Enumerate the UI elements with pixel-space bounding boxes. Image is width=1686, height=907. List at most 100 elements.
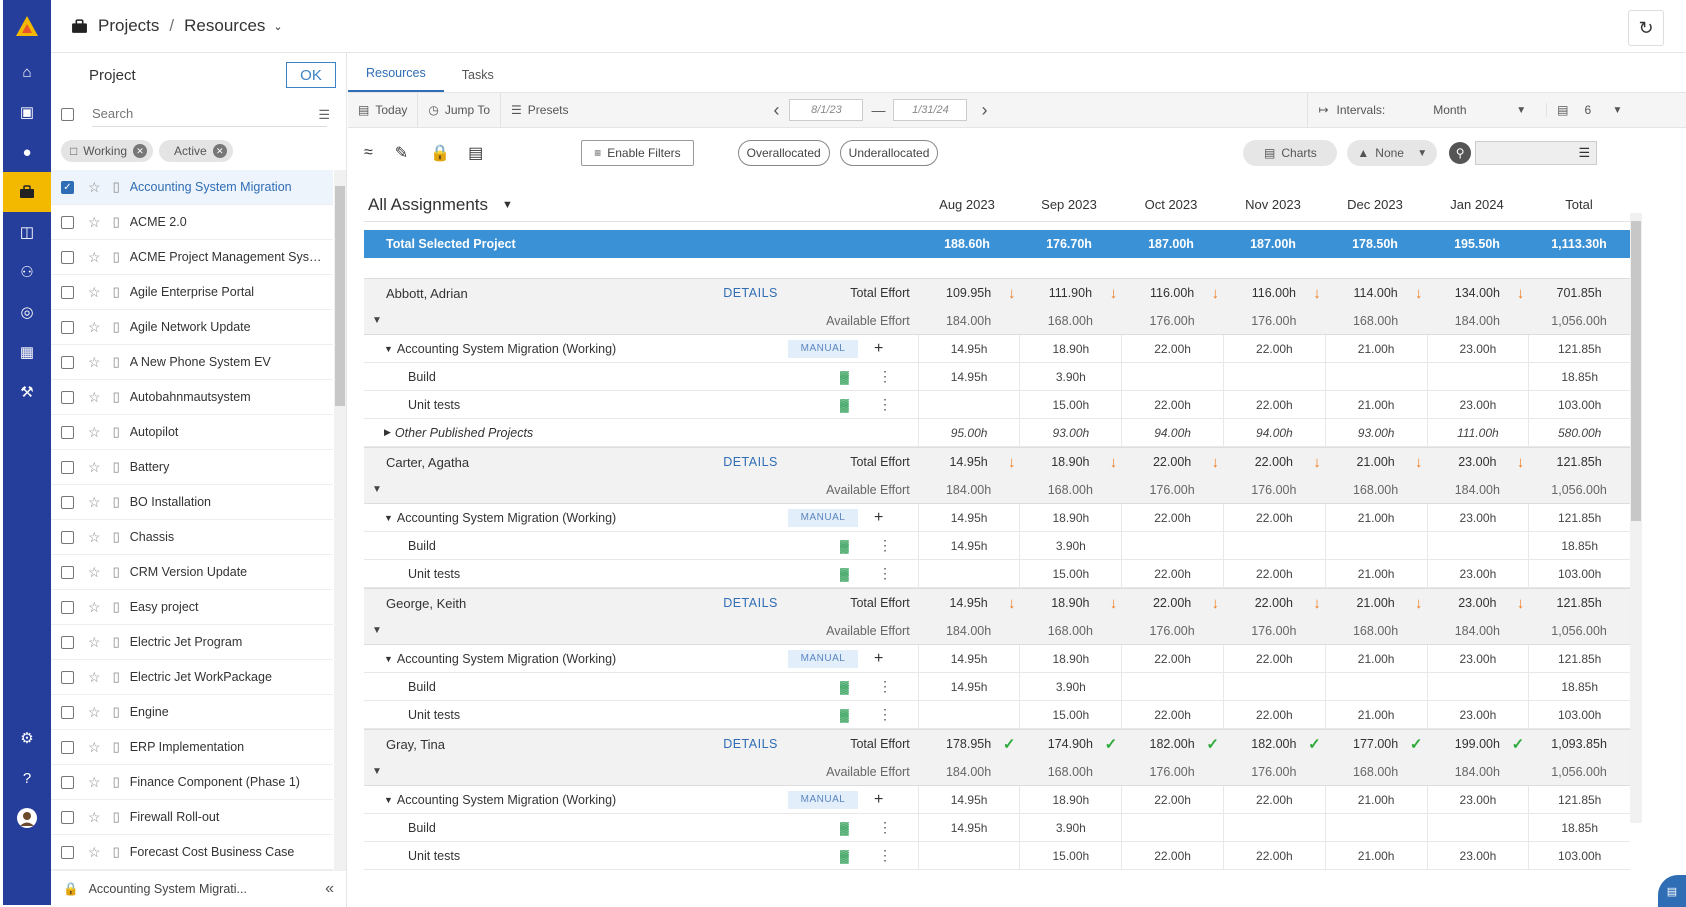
project-list-item[interactable]: ☆ ▯ Easy project <box>51 590 333 625</box>
project-checkbox[interactable] <box>61 355 74 369</box>
details-link[interactable]: DETAILS <box>723 737 778 751</box>
star-icon[interactable]: ☆ <box>88 773 101 790</box>
project-search-input[interactable] <box>92 101 327 127</box>
star-icon[interactable]: ☆ <box>88 248 101 265</box>
chart-corner-icon[interactable]: ▤ <box>1658 875 1686 907</box>
tab-tasks[interactable]: Tasks <box>461 68 494 82</box>
task-effort-cell[interactable]: 22.00h <box>1121 700 1223 729</box>
task-effort-cell[interactable]: 3.90h <box>1019 672 1121 701</box>
task-effort-cell[interactable]: 18.85h <box>1528 813 1630 842</box>
expand-caret-icon[interactable]: ▼ <box>372 484 382 495</box>
more-options-icon[interactable]: ⋮ <box>878 396 892 412</box>
filter-icon[interactable]: ☰ <box>318 107 330 122</box>
next-period-icon[interactable]: › <box>981 99 988 120</box>
task-effort-cell[interactable]: 14.95h <box>917 362 1020 391</box>
add-task-icon[interactable]: + <box>874 790 884 808</box>
task-effort-cell[interactable]: 14.95h <box>917 813 1020 842</box>
underallocated-filter[interactable]: Underallocated <box>839 140 939 166</box>
remove-chip-icon[interactable]: ✕ <box>212 144 227 158</box>
task-effort-cell[interactable] <box>1222 672 1325 701</box>
breadcrumb-resources[interactable]: Resources <box>184 16 266 35</box>
task-effort-cell[interactable] <box>1426 672 1529 701</box>
histogram-icon[interactable]: ▓ <box>840 707 849 722</box>
project-list-item[interactable]: ☆ ▯ ACME 2.0 <box>51 205 333 240</box>
task-effort-cell[interactable]: 21.00h <box>1324 700 1427 729</box>
project-list-item[interactable]: ☆ ▯ Autopilot <box>51 415 333 450</box>
project-checkbox[interactable] <box>61 495 74 509</box>
task-effort-cell[interactable]: 22.00h <box>1222 841 1325 870</box>
details-link[interactable]: DETAILS <box>723 596 778 610</box>
resource-name[interactable]: Abbott, Adrian <box>386 285 468 301</box>
more-options-icon[interactable]: ⋮ <box>878 537 892 553</box>
task-effort-cell[interactable]: 22.00h <box>1121 390 1223 419</box>
project-effort-cell[interactable]: 22.00h <box>1121 503 1223 532</box>
project-list-scrollbar[interactable] <box>334 170 346 870</box>
select-all-checkbox[interactable] <box>61 107 74 121</box>
project-checkbox[interactable] <box>61 845 74 859</box>
add-task-icon[interactable]: + <box>874 649 884 667</box>
project-list-item[interactable]: ☆ ▯ ACME Project Management System <box>51 240 333 275</box>
task-effort-cell[interactable]: 3.90h <box>1019 813 1121 842</box>
project-checkbox[interactable] <box>61 530 74 544</box>
expand-caret-icon[interactable]: ▼ <box>372 766 382 777</box>
project-checkbox[interactable] <box>61 635 74 649</box>
project-list-item[interactable]: ☆ ▯ Forecast Cost Business Case <box>51 835 333 870</box>
task-effort-cell[interactable]: 103.00h <box>1528 700 1630 729</box>
interval-dropdown-icon[interactable]: ▼ <box>1516 104 1527 116</box>
task-effort-cell[interactable] <box>1324 531 1427 560</box>
project-checkbox[interactable] <box>61 390 74 404</box>
task-effort-cell[interactable] <box>1121 672 1223 701</box>
task-effort-cell[interactable] <box>1324 672 1427 701</box>
nav-gear-icon[interactable]: ⚙ <box>20 730 34 747</box>
task-effort-cell[interactable] <box>917 390 1020 419</box>
nav-help-icon[interactable]: ? <box>22 769 32 787</box>
more-options-icon[interactable]: ⋮ <box>878 847 892 863</box>
star-icon[interactable]: ☆ <box>88 423 101 440</box>
chevron-down-icon[interactable]: ⌄ <box>273 20 283 33</box>
project-effort-cell[interactable]: 21.00h <box>1324 644 1427 673</box>
manual-badge[interactable]: MANUAL <box>788 649 858 668</box>
star-icon[interactable]: ☆ <box>88 528 101 545</box>
task-effort-cell[interactable]: 22.00h <box>1222 700 1325 729</box>
grid-scrollbar[interactable] <box>1630 213 1642 823</box>
project-list-item[interactable]: ☆ ▯ Electric Jet WorkPackage <box>51 660 333 695</box>
star-icon[interactable]: ☆ <box>88 283 101 300</box>
today-button[interactable]: ▤ Today <box>348 92 419 128</box>
histogram-icon[interactable]: ▓ <box>840 848 849 863</box>
histogram-icon[interactable]: ▓ <box>840 397 849 412</box>
star-icon[interactable]: ☆ <box>88 738 101 755</box>
project-checkbox[interactable] <box>61 215 74 229</box>
star-icon[interactable]: ☆ <box>88 808 101 825</box>
project-checkbox[interactable] <box>61 565 74 579</box>
column-count-select[interactable]: 6 <box>1584 103 1592 117</box>
manual-badge[interactable]: MANUAL <box>788 508 858 527</box>
task-effort-cell[interactable]: 15.00h <box>1019 559 1121 588</box>
project-list-item[interactable]: ☆ ▯ CRM Version Update <box>51 555 333 590</box>
project-effort-cell[interactable]: 22.00h <box>1121 785 1223 814</box>
project-effort-cell[interactable]: 22.00h <box>1222 503 1325 532</box>
manual-badge[interactable]: MANUAL <box>788 339 858 358</box>
task-effort-cell[interactable] <box>1222 531 1325 560</box>
task-effort-cell[interactable] <box>1222 362 1325 391</box>
filter-chip-working[interactable]: □ Working ✕ <box>61 140 154 162</box>
expand-caret-icon[interactable]: ▼ <box>372 315 382 326</box>
project-list-item[interactable]: ✓ ☆ ▯ Accounting System Migration <box>51 170 333 205</box>
histogram-icon[interactable]: ▓ <box>840 538 849 553</box>
pencil-icon[interactable]: ✎ <box>394 145 409 162</box>
task-effort-cell[interactable] <box>1324 362 1427 391</box>
project-effort-cell[interactable]: 22.00h <box>1222 785 1325 814</box>
task-effort-cell[interactable]: 21.00h <box>1324 390 1427 419</box>
star-icon[interactable]: ☆ <box>88 598 101 615</box>
user-avatar[interactable] <box>3 798 51 838</box>
star-icon[interactable]: ☆ <box>88 458 101 475</box>
project-list-item[interactable]: ☆ ▯ Autobahnmautsystem <box>51 380 333 415</box>
project-checkbox[interactable] <box>61 460 74 474</box>
task-effort-cell[interactable]: 22.00h <box>1121 841 1223 870</box>
project-effort-cell[interactable]: 14.95h <box>917 503 1020 532</box>
task-effort-cell[interactable]: 3.90h <box>1019 531 1121 560</box>
star-icon[interactable]: ☆ <box>88 633 101 650</box>
task-effort-cell[interactable] <box>1426 362 1529 391</box>
overallocated-filter[interactable]: Overallocated <box>737 140 830 166</box>
presets-button[interactable]: ☰ Presets <box>501 93 578 128</box>
project-effort-cell[interactable]: 22.00h <box>1222 334 1325 363</box>
